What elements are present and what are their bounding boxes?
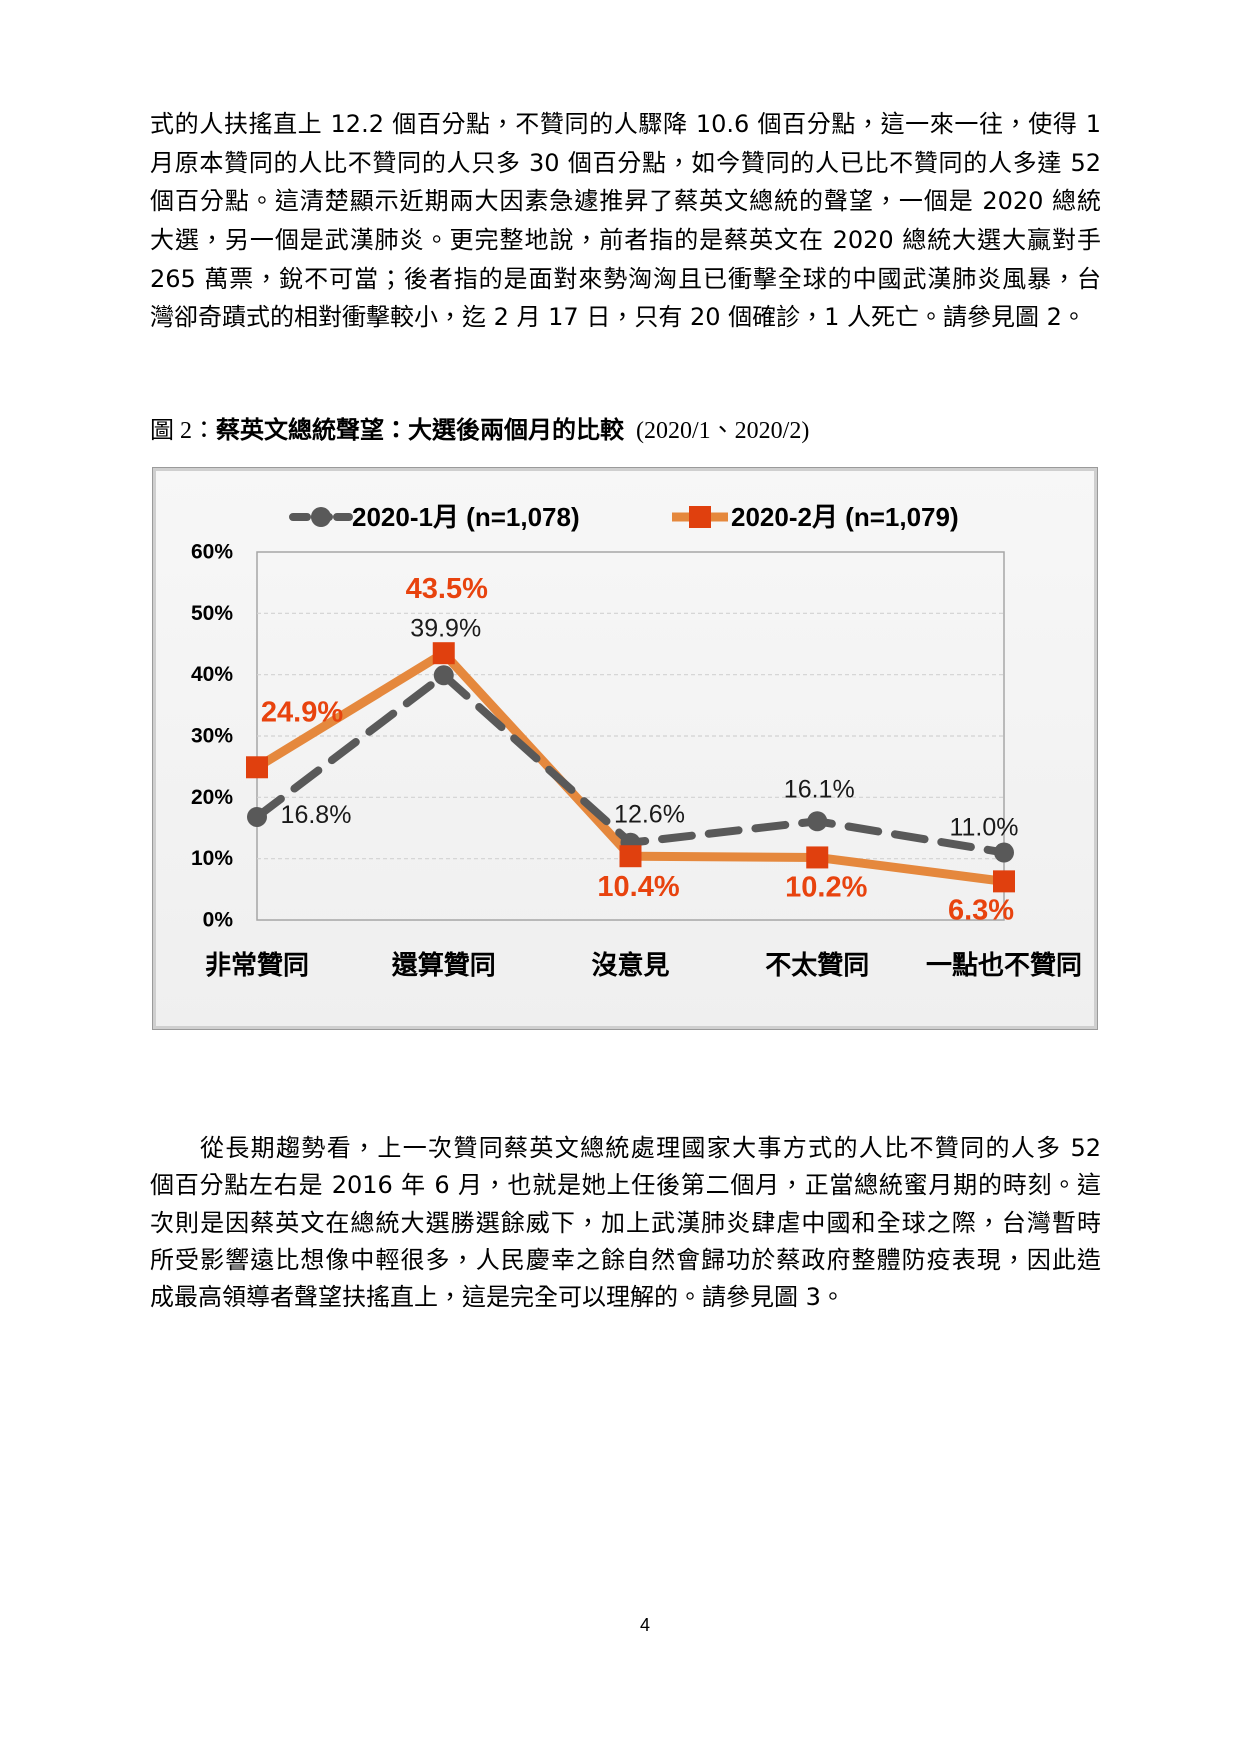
data-point-series-1	[994, 842, 1014, 863]
category-label: 一點也不贊同	[926, 951, 1082, 981]
y-tick-label: 40%	[191, 663, 233, 686]
data-point-series-2	[806, 846, 829, 869]
legend-marker-series-1	[311, 507, 331, 527]
data-point-series-1	[433, 665, 454, 686]
y-tick-label: 60%	[191, 541, 233, 564]
paragraph-line: 月原本贊同的人比不贊同的人只多 30 個百分點，如今贊同的人已比不贊同的人多達 …	[150, 148, 1101, 177]
category-label: 還算贊同	[392, 950, 496, 981]
y-tick-label: 50%	[191, 602, 233, 625]
paragraph-line: 265 萬票，銳不可當；後者指的是面對來勢洶洶且已衝擊全球的中國武漢肺炎風暴，台	[150, 264, 1101, 293]
paragraph-line: 個百分點左右是 2016 年 6 月，也就是她上任後第二個月，正當總統蜜月期的時…	[150, 1171, 1101, 1200]
data-label-series-2: 24.9%	[261, 696, 343, 728]
data-label-series-2: 43.5%	[406, 573, 488, 605]
data-point-series-2	[246, 756, 268, 779]
data-point-series-2	[432, 642, 455, 665]
legend-label-series-1: 2020-1月 (n=1,078)	[352, 502, 580, 532]
figure-caption: 圖 2：蔡英文總統聲望：大選後兩個月的比較 (2020/1、2020/2)	[150, 410, 809, 450]
paragraph-line: 式的人扶搖直上 12.2 個百分點，不贊同的人驟降 10.6 個百分點，這一來一…	[150, 110, 1101, 138]
chart-frame: 0% 10% 20% 30% 40% 50% 60% 非常贊同 還算贊同 沒意見 不太贊同 一點也不贊…	[152, 467, 1098, 1030]
figure-caption-period: (2020/1、2020/2)	[636, 418, 810, 444]
data-point-series-1	[807, 811, 828, 832]
line-chart: 0% 10% 20% 30% 40% 50% 60% 非常贊同 還算贊同 沒意見 不太贊同 一點也不贊…	[191, 502, 1082, 981]
paragraph-line: 所受影響遠比想像中輕很多，人民慶幸之餘自然會歸功於蔡政府整體防疫表現，因此造	[150, 1245, 1101, 1274]
data-label-series-2: 10.2%	[785, 871, 867, 903]
category-label: 沒意見	[591, 950, 669, 981]
figure-caption-label: 圖 2：	[150, 418, 216, 444]
data-label-series-1: 16.1%	[784, 775, 855, 803]
data-point-series-1	[247, 806, 267, 827]
body-paragraph-2: 從長期趨勢看，上一次贊同蔡英文總統處理國家大事方式的人比不贊同的人多 52 個百…	[150, 1130, 1101, 1316]
data-label-series-1: 39.9%	[410, 614, 481, 642]
body-paragraph-1: 式的人扶搖直上 12.2 個百分點，不贊同的人驟降 10.6 個百分點，這一來一…	[150, 105, 1101, 337]
paragraph-line: 大選，另一個是武漢肺炎。更完整地說，前者指的是蔡英文在 2020 總統大選大贏對…	[150, 226, 1101, 255]
y-tick-label: 0%	[203, 909, 234, 932]
data-label-series-2: 6.3%	[948, 894, 1014, 926]
data-point-series-2	[993, 870, 1015, 893]
data-label-series-2: 10.4%	[597, 871, 679, 903]
paragraph-line: 個百分點。這清楚顯示近期兩大因素急遽推昇了蔡英文總統的聲望，一個是 2020 總…	[150, 187, 1101, 216]
y-tick-label: 20%	[191, 786, 233, 809]
category-label: 非常贊同	[205, 951, 309, 981]
legend-label-series-2: 2020-2月 (n=1,079)	[731, 502, 959, 532]
paragraph-line: 灣卻奇蹟式的相對衝擊較小，迄 2 月 17 日，只有 20 個確診，1 人死亡。…	[150, 303, 1086, 332]
paragraph-line: 從長期趨勢看，上一次贊同蔡英文總統處理國家大事方式的人比不贊同的人多 52	[200, 1134, 1101, 1162]
y-tick-label: 10%	[191, 847, 233, 870]
legend-marker-series-2	[689, 506, 711, 528]
data-point-series-2	[619, 845, 642, 868]
data-label-series-1: 16.8%	[281, 801, 352, 829]
category-label: 不太贊同	[765, 951, 869, 981]
paragraph-line: 次則是因蔡英文在總統大選勝選餘威下，加上武漢肺炎肆虐中國和全球之際，台灣暫時	[150, 1208, 1101, 1237]
figure-caption-title: 蔡英文總統聲望：大選後兩個月的比較	[216, 416, 624, 444]
y-tick-label: 30%	[191, 725, 233, 748]
data-label-series-1: 12.6%	[614, 801, 685, 829]
paragraph-line: 成最高領導者聲望扶搖直上，這是完全可以理解的。請參見圖 3。	[150, 1283, 845, 1312]
data-label-series-1: 11.0%	[949, 814, 1018, 842]
page-number: 4	[639, 1615, 650, 1635]
